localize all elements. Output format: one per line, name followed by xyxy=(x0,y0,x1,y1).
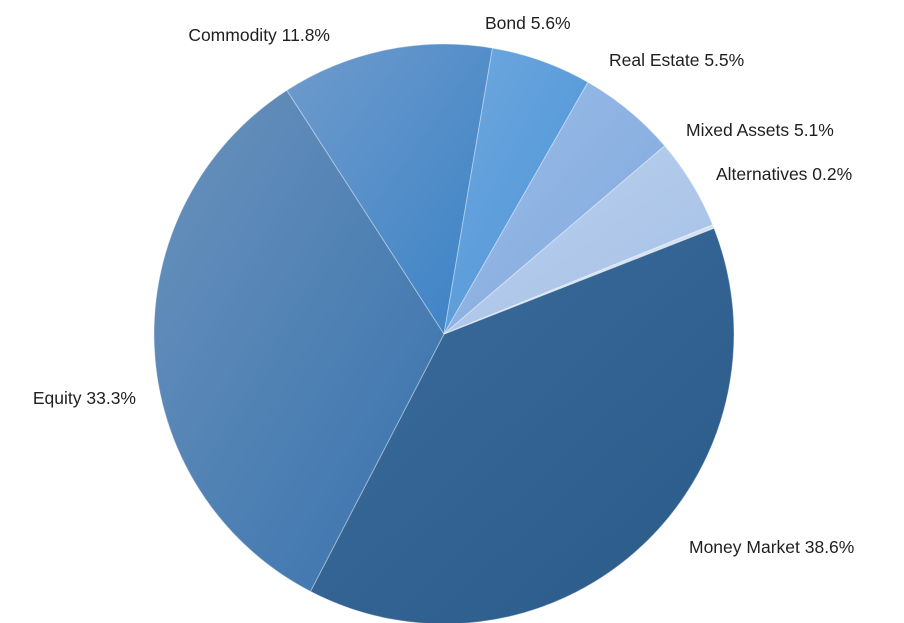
slice-label-alternatives: Alternatives 0.2% xyxy=(716,164,852,184)
pie-slice-equity xyxy=(153,89,445,593)
pie-slice-bond xyxy=(443,47,589,335)
pie-labels: Money Market 38.6% Equity 33.3% Commodity … xyxy=(33,13,854,557)
slice-label-bond: Bond 5.6% xyxy=(485,13,571,33)
slice-label-equity: Equity 33.3% xyxy=(33,388,136,408)
pie-slices xyxy=(153,43,735,623)
slice-label-real-estate: Real Estate 5.5% xyxy=(609,50,744,70)
slice-label-commodity: Commodity 11.8% xyxy=(188,25,330,45)
pie-slice-commodity xyxy=(286,43,494,336)
slice-label-money-market: Money Market 38.6% xyxy=(689,537,854,557)
pie-slice-mixed-assets xyxy=(443,145,714,335)
slice-label-mixed-assets: Mixed Assets 5.1% xyxy=(686,120,834,140)
pie-slice-money-market xyxy=(309,227,735,623)
pie-slice-real-estate xyxy=(443,81,666,335)
pie-slice-alternatives xyxy=(443,224,715,335)
